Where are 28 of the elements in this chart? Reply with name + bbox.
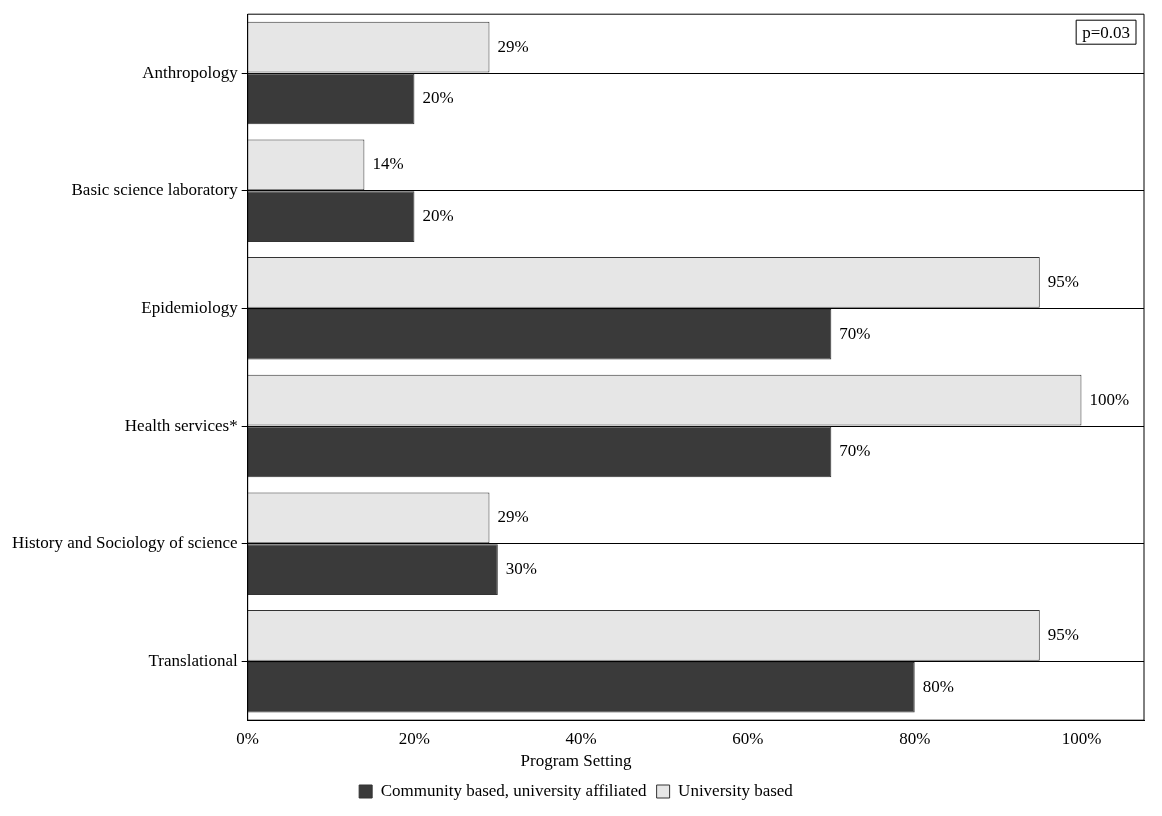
- y-tick-label: Basic science laboratory: [71, 180, 239, 200]
- x-tick-label: 0%: [236, 728, 260, 748]
- x-tick-label: 60%: [732, 728, 764, 748]
- annotation: p=0.03: [1082, 22, 1131, 42]
- data-label: 29%: [497, 36, 529, 56]
- legend-label: Community based, university affiliated: [380, 780, 648, 800]
- legend-title: Program Setting: [520, 750, 632, 770]
- data-label: 95%: [1047, 624, 1079, 644]
- data-label: 30%: [505, 559, 537, 579]
- data-label: 70%: [839, 323, 871, 343]
- legend-label: University based: [678, 780, 794, 800]
- y-tick-label: Health services*: [124, 415, 238, 435]
- data-label: 20%: [422, 206, 454, 226]
- y-tick-label: Translational: [148, 650, 238, 670]
- y-tick-label: History and Sociology of science: [11, 533, 238, 553]
- data-label: 80%: [922, 676, 954, 696]
- data-label: 29%: [497, 507, 529, 527]
- data-label: 100%: [1089, 389, 1130, 409]
- x-tick-label: 20%: [398, 728, 431, 748]
- data-label: 20%: [422, 88, 454, 108]
- y-tick-label: Anthropology: [142, 62, 239, 82]
- data-label: 95%: [1047, 271, 1079, 291]
- y-tick-label: Epidemiology: [141, 297, 239, 317]
- x-tick-label: 100%: [1061, 728, 1102, 748]
- x-tick-label: 80%: [899, 728, 931, 748]
- data-label: 70%: [839, 441, 871, 461]
- x-tick-label: 40%: [565, 728, 597, 748]
- data-label: 14%: [372, 154, 404, 174]
